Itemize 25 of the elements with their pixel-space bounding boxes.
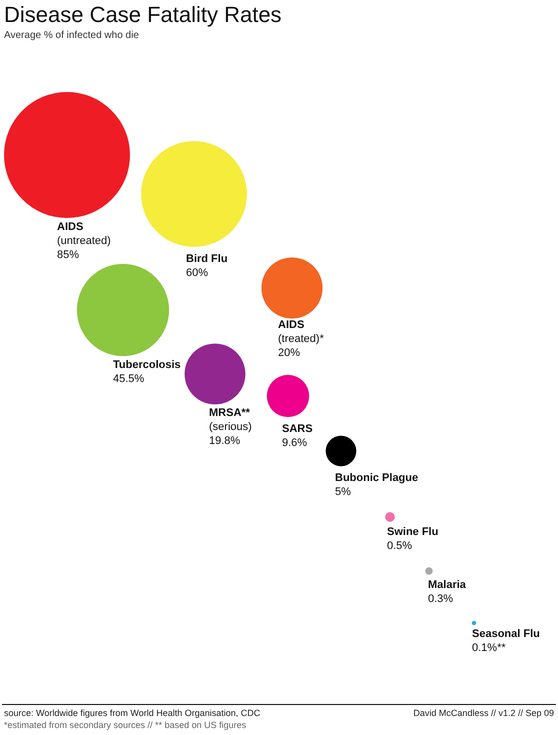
data-label: 0.1%** bbox=[472, 642, 506, 654]
data-label: 45.5% bbox=[113, 373, 144, 385]
category-label: SARS bbox=[282, 423, 313, 435]
data-label: 9.6% bbox=[282, 437, 308, 449]
category-label: AIDS (untreated) bbox=[57, 221, 111, 247]
data-label: 85% bbox=[57, 249, 80, 261]
category-label: Malaria bbox=[428, 579, 467, 591]
text: Average % of infected who die bbox=[4, 30, 139, 41]
category-label: Swine Flu bbox=[387, 526, 438, 538]
source-note: source: Worldwide figures from World Health Organisation, CDC bbox=[4, 708, 260, 718]
category-label: MRSA** (serious) bbox=[209, 407, 252, 433]
category-label: AIDS (treated)* bbox=[278, 319, 325, 345]
text: Disease Case Fatality Rates bbox=[4, 2, 282, 28]
data-label: 20% bbox=[278, 347, 300, 359]
data-label: 0.3% bbox=[428, 593, 454, 605]
data-label: 5% bbox=[335, 486, 352, 498]
category-label: Tubercolosis bbox=[113, 359, 181, 371]
text: *estimated from secondary sources // ** based on US figures bbox=[4, 720, 246, 730]
data-label: 60% bbox=[186, 267, 208, 279]
category-label: Seasonal Flu bbox=[472, 628, 540, 640]
text: David McCandless // v1.2 // Sep 09 bbox=[413, 708, 554, 718]
data-label: 19.8% bbox=[209, 435, 240, 447]
category-label: Bird Flu bbox=[186, 253, 228, 265]
category-label: Bubonic Plague bbox=[335, 472, 418, 484]
data-label: 0.5% bbox=[387, 540, 412, 552]
